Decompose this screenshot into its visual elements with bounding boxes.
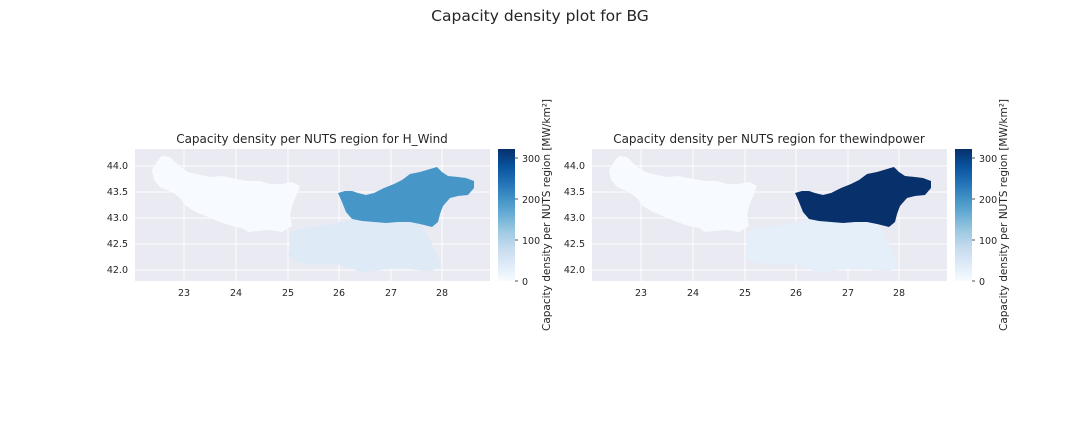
region-south bbox=[288, 219, 442, 272]
y-axis-ticks: 44.0 43.5 43.0 42.5 42.0 bbox=[107, 161, 128, 276]
colorbar-tick-label: 0 bbox=[522, 277, 528, 288]
x-tick-label: 28 bbox=[436, 288, 448, 299]
x-axis-ticks: 23 24 25 26 27 28 bbox=[635, 288, 905, 299]
colorbar-label: Capacity density per NUTS region [MW/km²… bbox=[998, 99, 1010, 331]
colorbar-label: Capacity density per NUTS region [MW/km²… bbox=[541, 99, 553, 331]
y-axis-ticks: 44.0 43.5 43.0 42.5 42.0 bbox=[564, 161, 585, 276]
y-tick-label: 42.5 bbox=[107, 239, 128, 250]
y-tick-label: 42.0 bbox=[107, 265, 128, 276]
colorbar-gradient bbox=[955, 149, 972, 281]
figure-title: Capacity density plot for BG bbox=[431, 7, 649, 25]
region-north-east bbox=[338, 167, 474, 227]
region-north-west bbox=[609, 156, 757, 232]
colorbar-tick-label: 100 bbox=[522, 236, 540, 247]
y-tick-label: 43.5 bbox=[564, 187, 585, 198]
colorbar-tick-label: 300 bbox=[979, 154, 997, 165]
colorbar: 0 100 200 300 Capacity density per NUTS … bbox=[955, 99, 1010, 331]
colorbar: 0 100 200 300 Capacity density per NUTS … bbox=[498, 99, 553, 331]
map-panel-thewindpower: Capacity density per NUTS region for the… bbox=[564, 99, 1010, 331]
y-tick-label: 42.5 bbox=[564, 239, 585, 250]
y-tick-label: 43.5 bbox=[107, 187, 128, 198]
colorbar-tick-label: 100 bbox=[979, 236, 997, 247]
x-axis-ticks: 23 24 25 26 27 28 bbox=[178, 288, 448, 299]
x-tick-label: 27 bbox=[842, 288, 854, 299]
x-tick-label: 27 bbox=[385, 288, 397, 299]
y-tick-label: 44.0 bbox=[564, 161, 585, 172]
x-tick-label: 23 bbox=[635, 288, 647, 299]
y-tick-label: 42.0 bbox=[564, 265, 585, 276]
x-tick-label: 23 bbox=[178, 288, 190, 299]
colorbar-tick-label: 0 bbox=[979, 277, 985, 288]
colorbar-tick-label: 200 bbox=[522, 195, 540, 206]
map-panel-h-wind: Capacity density per NUTS region for H_W… bbox=[107, 99, 553, 331]
x-tick-label: 26 bbox=[333, 288, 345, 299]
colorbar-tick-label: 200 bbox=[979, 195, 997, 206]
region-north-east bbox=[795, 167, 931, 227]
region-south bbox=[745, 219, 899, 272]
y-tick-label: 44.0 bbox=[107, 161, 128, 172]
colorbar-tick-label: 300 bbox=[522, 154, 540, 165]
panel-title: Capacity density per NUTS region for H_W… bbox=[176, 132, 448, 146]
y-tick-label: 43.0 bbox=[107, 213, 128, 224]
colorbar-gradient bbox=[498, 149, 515, 281]
y-tick-label: 43.0 bbox=[564, 213, 585, 224]
x-tick-label: 25 bbox=[739, 288, 751, 299]
region-north-west bbox=[152, 156, 300, 232]
panel-title: Capacity density per NUTS region for the… bbox=[613, 132, 925, 146]
x-tick-label: 26 bbox=[790, 288, 802, 299]
x-tick-label: 24 bbox=[687, 288, 699, 299]
x-tick-label: 28 bbox=[893, 288, 905, 299]
x-tick-label: 25 bbox=[282, 288, 294, 299]
x-tick-label: 24 bbox=[230, 288, 242, 299]
